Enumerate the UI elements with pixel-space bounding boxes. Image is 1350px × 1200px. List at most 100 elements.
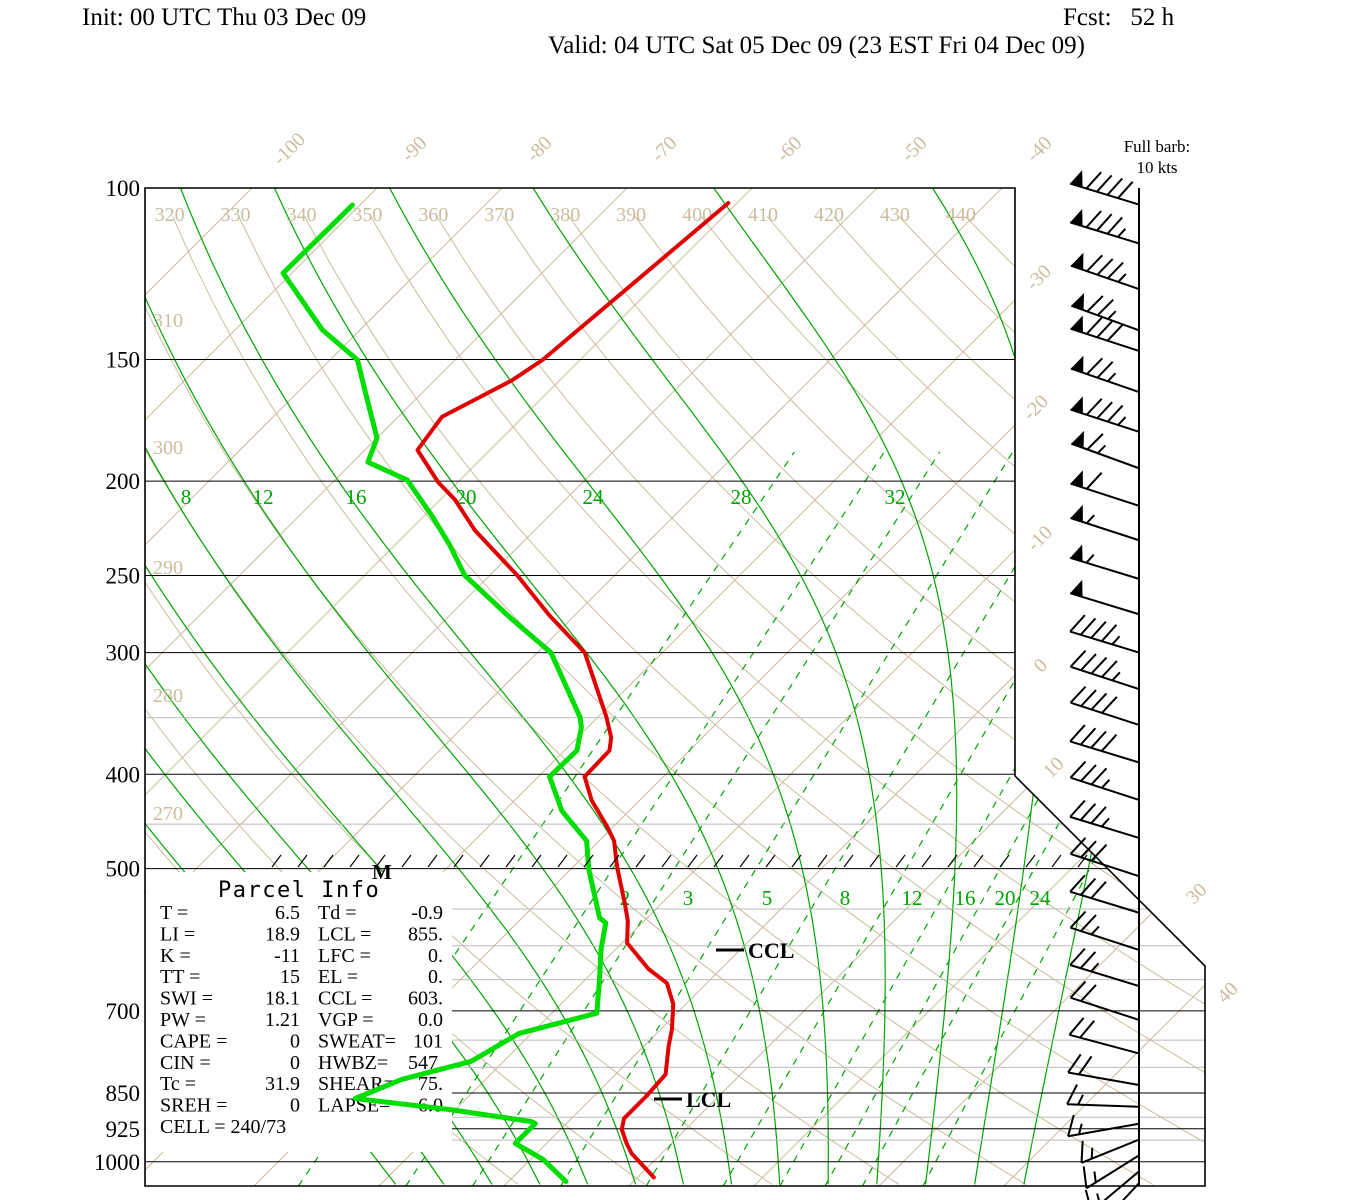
parcel-info-label: CAPE =: [160, 1030, 227, 1052]
mixing-ratio-label: 20: [995, 886, 1016, 910]
hatch-tick: [687, 854, 698, 868]
parcel-info-label: LFC =: [318, 945, 371, 967]
wind-barb: [1069, 874, 1140, 914]
wind-barb: [1066, 1084, 1140, 1108]
hatch-tick: [401, 854, 412, 868]
parcel-info-label: PW =: [160, 1009, 206, 1031]
wind-barb: [1069, 170, 1140, 206]
dry-adiabat-top-label: 330: [221, 204, 251, 226]
hatch-tick: [999, 854, 1010, 868]
ccl-label: CCL: [748, 938, 794, 963]
dry-adiabat-left-label: 270: [153, 803, 183, 825]
wind-barb: [1070, 355, 1140, 393]
moist-adiabat-label: 8: [181, 485, 192, 509]
hatch-tick: [817, 854, 828, 868]
parcel-info-value: -11: [274, 945, 300, 967]
parcel-info-label: Td =: [318, 902, 357, 924]
wind-barb: [1070, 504, 1140, 542]
mixing-ratio-line: [861, 451, 1205, 1186]
dry-adiabat-top-label: 350: [352, 204, 382, 226]
isotherm-line: [878, 188, 1205, 1186]
isotherm-right-label: 10: [1039, 753, 1069, 783]
hatch-tick: [843, 854, 854, 868]
parcel-info-label: VGP =: [318, 1009, 374, 1031]
hatch-tick: [609, 854, 620, 868]
isotherm-top-label: -80: [522, 132, 556, 166]
dry-adiabat-line: [965, 216, 1205, 1185]
isotherm-line: [145, 188, 378, 1186]
moist-adiabat-label: 24: [583, 485, 605, 509]
dry-adiabat-top-label: 420: [814, 204, 844, 226]
isotherm-line: [1003, 188, 1205, 1186]
temperature-curve: [415, 201, 731, 1180]
hatch-tick: [635, 854, 646, 868]
marker-layer: CCL LCL M: [271, 854, 1088, 1112]
hatch-tick: [1077, 854, 1088, 868]
wind-barb-legend: Full barb: 10 kts: [1106, 136, 1208, 178]
wind-barb: [1069, 579, 1140, 616]
hatch-tick: [375, 854, 386, 868]
wind-barb: [1069, 614, 1140, 654]
parcel-info-label: CCL =: [318, 988, 372, 1010]
moist-adiabat-label: 16: [346, 485, 367, 509]
moist-adiabat-label: 28: [731, 485, 752, 509]
pressure-axis-label: 925: [106, 1117, 141, 1142]
dewpoint-curve: [280, 202, 609, 1184]
hatch-tick: [505, 854, 516, 868]
isotherm-right-label: -10: [1023, 522, 1057, 556]
mixing-ratio-line: [922, 451, 1205, 1186]
barb-legend-line1: Full barb:: [1123, 137, 1191, 156]
parcel-info-value: 18.9: [265, 923, 300, 945]
dry-adiabat-line: [370, 216, 1205, 1185]
isotherm-right-label: 40: [1213, 978, 1243, 1008]
dry-adiabat-line: [502, 216, 1205, 1185]
wind-barb: [1080, 1138, 1140, 1164]
mixing-ratio-line: [779, 451, 1194, 1186]
parcel-info-value: 15: [280, 966, 300, 988]
wind-barb-layer: [1066, 170, 1140, 1200]
wind-barb: [1069, 208, 1140, 245]
wind-barb: [1069, 910, 1140, 951]
parcel-info-label: CELL = 240/73: [160, 1116, 286, 1138]
mixing-ratio-label: 12: [902, 886, 923, 910]
parcel-info-title: Parcel Info: [218, 878, 380, 903]
lcl-label: LCL: [686, 1087, 731, 1112]
parcel-info-value: 75.: [418, 1073, 443, 1095]
hatch-tick: [427, 854, 438, 868]
wind-barb: [1084, 1170, 1140, 1200]
isotherm-top-label: -90: [397, 132, 431, 166]
wind-barb: [1069, 799, 1140, 839]
pressure-axis-label: 850: [106, 1081, 141, 1106]
parcel-info-value: -0.9: [411, 902, 443, 924]
wind-barb: [1067, 1114, 1140, 1138]
isotherm-line: [753, 188, 1205, 1186]
isotherm-top-label: -50: [897, 132, 931, 166]
parcel-info-label: EL =: [318, 966, 358, 988]
parcel-info-value: 855.: [408, 923, 443, 945]
parcel-info-value: 31.9: [265, 1073, 300, 1095]
dry-adiabat-line: [832, 216, 1205, 1185]
parcel-info-value: 6.5: [275, 902, 300, 924]
parcel-info-value: 547.: [408, 1052, 443, 1074]
wind-barb: [1069, 685, 1140, 726]
dry-adiabat-left-label: 300: [153, 437, 183, 459]
isotherm-line: [145, 188, 628, 1186]
wind-barb: [1069, 544, 1140, 580]
dry-adiabat-line: [304, 216, 1205, 1185]
mixing-ratio-label: 16: [955, 886, 976, 910]
parcel-info-label: K =: [160, 945, 191, 967]
parcel-info-value: 0: [290, 1095, 300, 1117]
hatch-tick: [947, 854, 958, 868]
mixing-ratio-label: 8: [840, 886, 851, 910]
parcel-info-value: 0.0: [418, 1009, 443, 1031]
wind-barb: [1068, 1017, 1140, 1055]
moist-adiabat-line: [389, 188, 829, 1185]
hatch-tick: [739, 854, 750, 868]
moist-adiabat-line: [532, 188, 886, 1185]
init-time: Init: 00 UTC Thu 03 Dec 09: [82, 4, 367, 31]
dry-adiabat-line: [145, 216, 900, 1185]
parcel-info-label: SREH =: [160, 1095, 227, 1117]
pressure-axis-label: 150: [106, 347, 141, 372]
dry-adiabat-left-label: 290: [153, 557, 183, 579]
